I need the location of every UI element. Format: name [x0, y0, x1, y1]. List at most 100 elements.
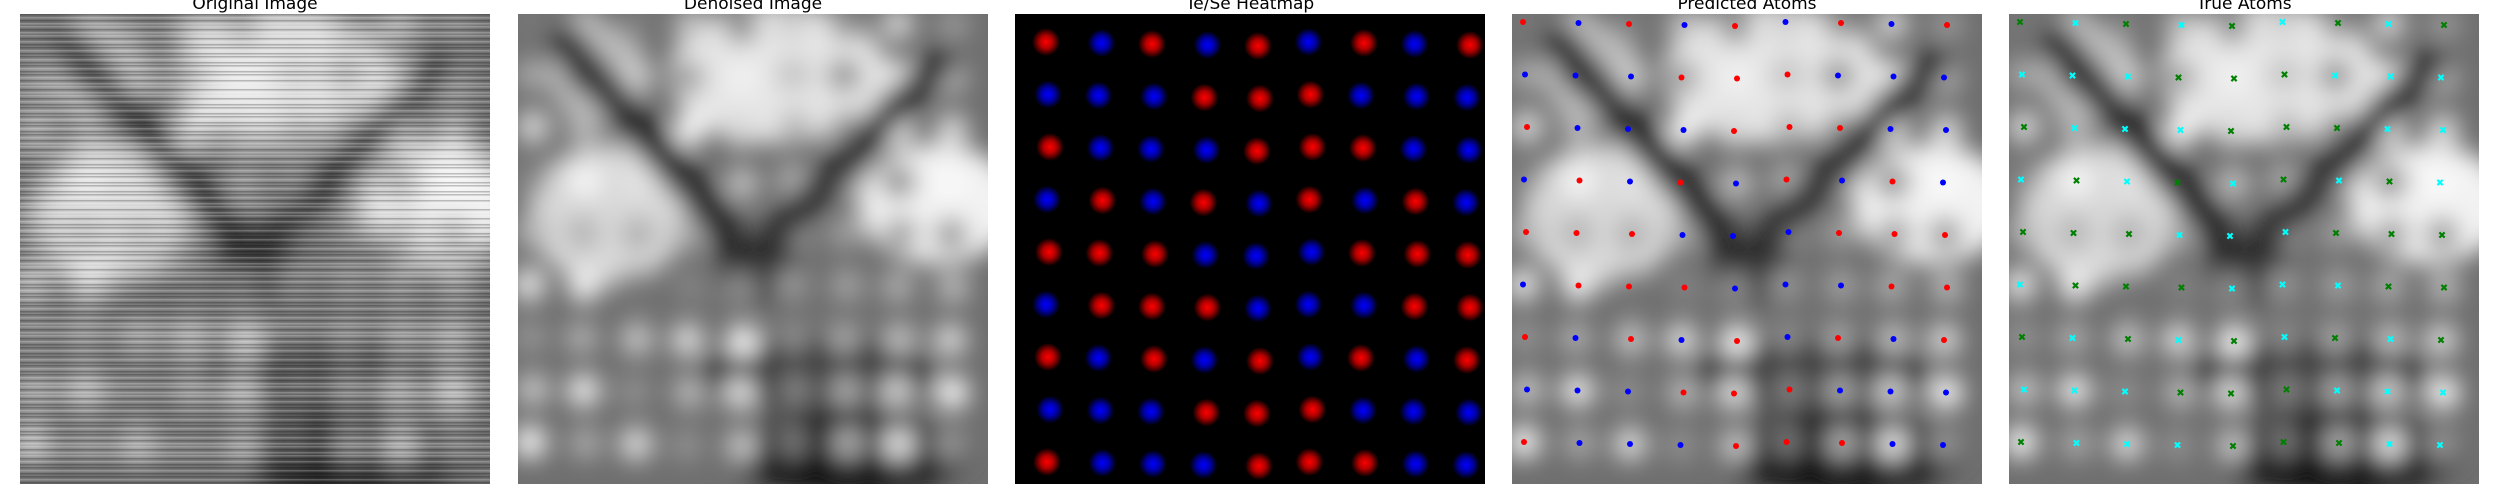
predicted-se-atom — [1943, 127, 1949, 133]
te-peak — [1032, 28, 1060, 56]
true-atom-cyan — [2385, 20, 2392, 28]
true-atom-green — [2388, 230, 2395, 238]
predicted-se-atom — [1522, 71, 1528, 78]
true-atom-cyan — [2279, 281, 2286, 288]
predicted-se-atom — [1520, 281, 1526, 288]
predicted-te-atom — [1678, 74, 1685, 81]
te-peak — [1351, 449, 1379, 477]
predicted-te-atom — [1576, 177, 1583, 184]
panel-predicted: Predicted Atoms — [1512, 0, 1982, 500]
predicted-se-atom — [1521, 176, 1527, 183]
predicted-te-atom — [1944, 284, 1950, 291]
te-peak — [1033, 448, 1061, 476]
se-peak — [1191, 241, 1220, 269]
te-peak — [1246, 347, 1274, 375]
true-atom-cyan — [2384, 125, 2391, 133]
predicted-se-atom — [1782, 19, 1789, 25]
true-atom-green — [2437, 336, 2445, 344]
se-peak — [1351, 186, 1379, 215]
te-peak — [1140, 345, 1168, 373]
te-peak — [1138, 30, 1166, 58]
true-atom-cyan — [2436, 441, 2444, 449]
predicted-se-atom — [1835, 72, 1841, 79]
true-atom-cyan — [2384, 388, 2391, 395]
true-atom-cyan — [2437, 74, 2445, 81]
predicted-te-atom — [1732, 23, 1738, 29]
predicted-te-atom — [1626, 283, 1632, 290]
te-peak — [1034, 343, 1062, 371]
te-peak — [1087, 291, 1116, 320]
predicted-se-atom — [1888, 21, 1895, 27]
te-peak — [1296, 80, 1325, 109]
se-peak — [1140, 82, 1168, 111]
te-peak — [1295, 185, 1324, 214]
true-atom-green — [2124, 335, 2132, 343]
predicted-se-atom — [1838, 282, 1844, 289]
se-peak — [1036, 395, 1064, 424]
se-peak — [1087, 29, 1116, 57]
true-atom-cyan — [2177, 126, 2184, 134]
te-peak — [1400, 292, 1429, 321]
true-atom-green — [2440, 284, 2448, 291]
true-atom-green — [2230, 75, 2238, 82]
predicted-te-atom — [1522, 334, 1528, 340]
predicted-se-atom — [1785, 229, 1792, 235]
true-atom-green — [2174, 179, 2181, 186]
predicted-te-atom — [1836, 230, 1842, 236]
predicted-te-atom — [1786, 386, 1793, 393]
panel-title-true: True Atoms — [2196, 0, 2292, 14]
true-atom-cyan — [2387, 335, 2394, 343]
predicted-se-atom — [1941, 74, 1947, 81]
predicted-te-atom — [1839, 440, 1845, 446]
se-peak — [1455, 136, 1483, 164]
true-atom-green — [2122, 283, 2130, 290]
true-atom-green — [2335, 439, 2343, 447]
true-atom-cyan — [2123, 440, 2131, 448]
true-atom-green — [2280, 176, 2287, 183]
se-peak — [1401, 450, 1430, 478]
se-peak — [1088, 449, 1117, 477]
true-atom-green — [2020, 123, 2028, 131]
true-atom-green — [2331, 334, 2339, 342]
predicted-se-atom — [1733, 180, 1739, 187]
predicted-te-atom — [1941, 337, 1947, 343]
predicted-te-atom — [1733, 443, 1739, 449]
se-peak — [1245, 189, 1273, 218]
predicted-te-atom — [1628, 336, 1634, 342]
true-atom-cyan — [2071, 124, 2078, 132]
se-peak — [1139, 187, 1167, 216]
true-atom-cyan — [2282, 228, 2289, 236]
te-peak — [1456, 31, 1484, 59]
te-peak — [1403, 240, 1432, 268]
true-atom-green — [2227, 127, 2235, 135]
predicted-se-atom — [1730, 233, 1736, 239]
predicted-te-atom — [1575, 282, 1582, 289]
se-peak — [1296, 343, 1325, 371]
true-atom-green — [2122, 20, 2130, 28]
te-peak — [1454, 241, 1482, 269]
true-atom-cyan — [2069, 334, 2076, 342]
predicted-se-atom — [1732, 285, 1738, 292]
true-atom-green — [2280, 438, 2287, 446]
true-atom-green — [2073, 177, 2080, 184]
te-peak — [1088, 186, 1117, 215]
se-peak — [1452, 451, 1480, 479]
true-atom-green — [2283, 123, 2290, 131]
predicted-se-atom — [1943, 389, 1949, 396]
predicted-se-atom — [1574, 125, 1581, 131]
predicted-se-atom — [1572, 335, 1579, 341]
true-atom-green — [2334, 19, 2342, 27]
true-atom-green — [2178, 284, 2185, 291]
true-atom-cyan — [2016, 281, 2024, 288]
se-peak — [1034, 80, 1062, 109]
se-peak — [1137, 135, 1165, 163]
se-peak — [1402, 345, 1431, 373]
predicted-se-atom — [1940, 442, 1946, 448]
te-peak — [1190, 83, 1219, 112]
true-atom-green — [2332, 229, 2340, 237]
predicted-se-atom — [1782, 281, 1789, 288]
true-atom-cyan — [2017, 176, 2025, 183]
true-atom-cyan — [2020, 386, 2028, 393]
true-atoms-image — [2009, 14, 2479, 484]
true-atom-cyan — [2071, 387, 2078, 394]
